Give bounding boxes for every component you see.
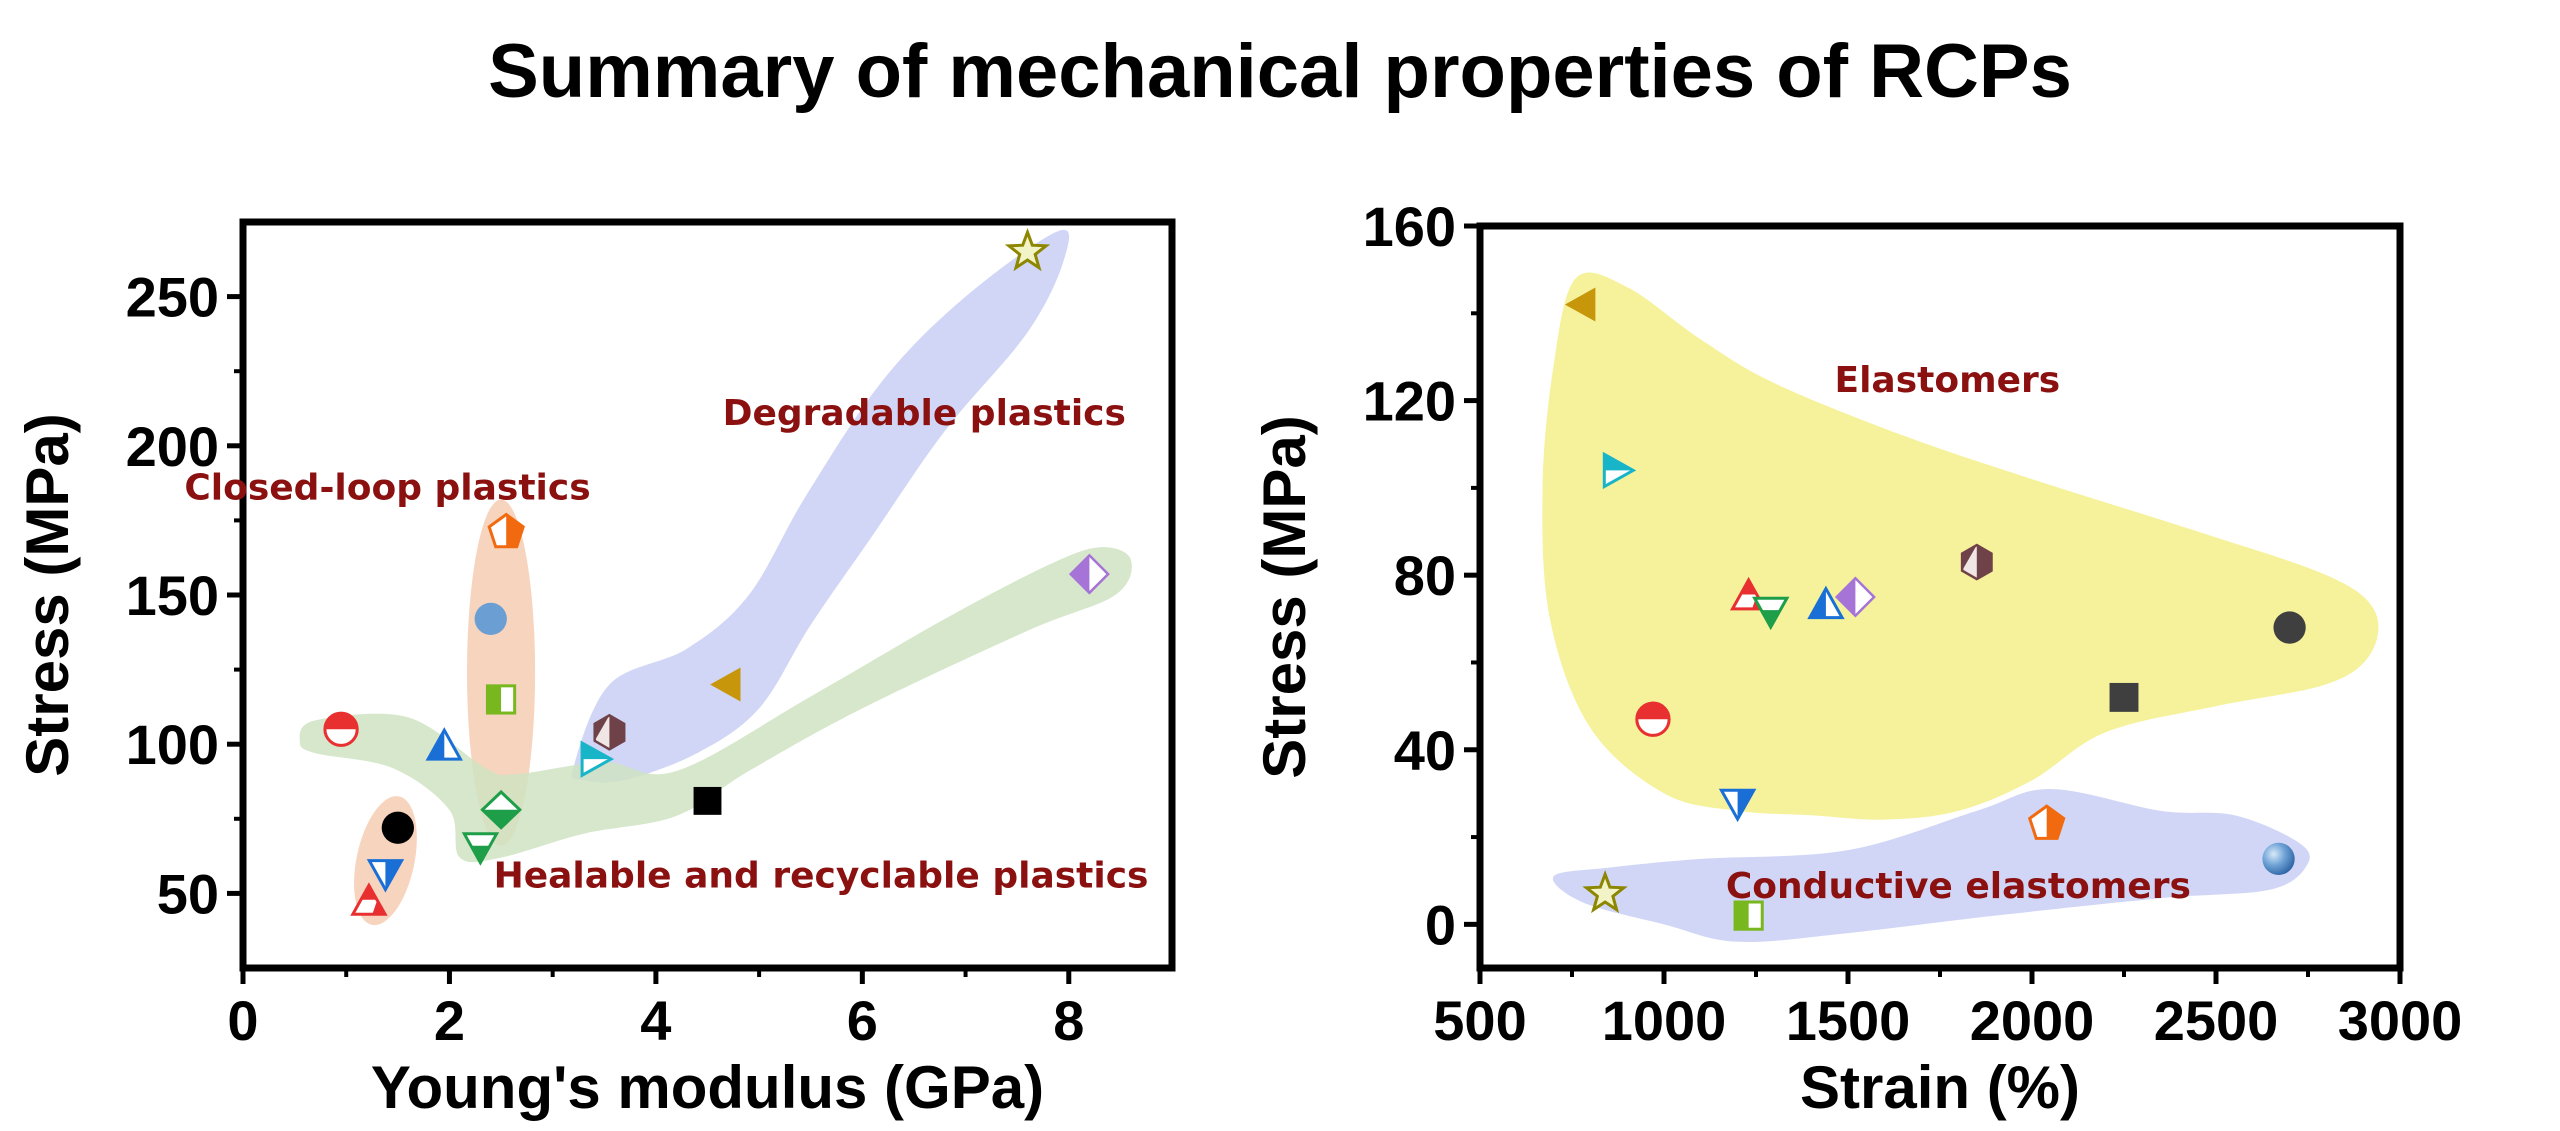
y-tick-label: 150 bbox=[126, 564, 219, 627]
data-point-circle-red-half bbox=[323, 711, 359, 747]
data-point-tri-up-blue-half bbox=[1807, 585, 1845, 620]
x-tick-label: 6 bbox=[847, 989, 878, 1052]
x-tick-label: 3000 bbox=[2338, 989, 2463, 1052]
data-point-square-green-half bbox=[1733, 900, 1764, 931]
data-point-pent-orange bbox=[2027, 804, 2066, 840]
y-tick-label: 40 bbox=[1394, 719, 1456, 782]
region-label: Elastomers bbox=[1835, 360, 2061, 401]
data-point-tri-right-cyan bbox=[580, 740, 615, 778]
y-tick-label: 120 bbox=[1363, 370, 1456, 433]
data-point-hex-brown bbox=[593, 713, 626, 751]
x-tick-label: 1500 bbox=[1786, 989, 1911, 1052]
x-axis-title: Strain (%) bbox=[1800, 1054, 2080, 1121]
x-tick-label: 500 bbox=[1433, 989, 1526, 1052]
x-axis-title: Young's modulus (GPa) bbox=[371, 1054, 1044, 1121]
data-point-star-olive bbox=[1004, 227, 1051, 272]
x-tick-label: 1000 bbox=[1602, 989, 1727, 1052]
data-point-tri-left-gold bbox=[710, 667, 741, 702]
left-chart: 0 2 4 6 8 50 100 150 200 250 Young's modulus (GPa)… bbox=[14, 218, 1176, 1121]
data-point-tri-down-green-half bbox=[461, 832, 500, 866]
region-label: Conductive elastomers bbox=[1726, 866, 2191, 907]
region-degradable bbox=[571, 229, 1070, 783]
y-tick-label: 200 bbox=[126, 415, 219, 478]
y-axis-title: Stress (MPa) bbox=[14, 413, 81, 776]
data-point-diamond-purple bbox=[1068, 553, 1110, 595]
data-point-diamond-green-half bbox=[480, 789, 522, 830]
region-healable bbox=[299, 547, 1132, 863]
y-axis-title: Stress (MPa) bbox=[1251, 415, 1318, 778]
data-point-hex-brown bbox=[1960, 543, 1993, 581]
x-tick-label: 8 bbox=[1053, 989, 1084, 1052]
data-point-star-olive bbox=[1582, 869, 1628, 914]
data-point-diamond-purple bbox=[1834, 576, 1876, 618]
data-point-circle-blue bbox=[474, 602, 507, 636]
data-point-sphere-blue bbox=[2262, 842, 2295, 876]
data-point-circle-black bbox=[381, 811, 414, 844]
chart-title: Summary of mechanical properties of RCPs bbox=[488, 29, 2072, 114]
data-point-tri-up-blue-half bbox=[425, 727, 463, 761]
region-layer bbox=[299, 229, 1132, 926]
data-point-tri-down-green-half bbox=[1752, 596, 1790, 631]
region-label: Degradable plastics bbox=[723, 393, 1126, 434]
y-tick-label: 80 bbox=[1394, 544, 1456, 607]
region-elastomers bbox=[1542, 272, 2379, 820]
region-closed-loop bbox=[466, 499, 536, 846]
region-label: Closed-loop plastics bbox=[184, 468, 590, 509]
y-tick-label: 0 bbox=[1425, 893, 1456, 956]
y-tick-label: 100 bbox=[126, 713, 219, 776]
region-label: Healable and recyclable plastics bbox=[494, 855, 1149, 896]
data-point-square-darkgray bbox=[2109, 682, 2139, 712]
data-point-tri-up-red-half bbox=[350, 882, 388, 916]
x-tick-label: 2 bbox=[434, 989, 465, 1052]
y-tick-label: 50 bbox=[157, 862, 219, 925]
data-point-tri-left-gold bbox=[1564, 287, 1596, 322]
data-point-square-black bbox=[693, 786, 722, 815]
x-tick-label: 0 bbox=[227, 989, 258, 1052]
data-point-tri-down-blue-half bbox=[1718, 788, 1757, 823]
y-tick-label: 160 bbox=[1363, 195, 1456, 258]
data-point-pent-orange bbox=[487, 512, 525, 549]
data-point-tri-right-cyan bbox=[1602, 451, 1637, 490]
data-point-square-green-half bbox=[485, 684, 517, 715]
data-point-tri-down-blue-half bbox=[366, 859, 405, 893]
x-tick-label: 4 bbox=[640, 989, 671, 1052]
x-tick-label: 2000 bbox=[1970, 989, 2095, 1052]
data-point-circle-red-half bbox=[1635, 701, 1671, 737]
data-point-circle-darkgray bbox=[2273, 611, 2306, 644]
x-tick-label: 2500 bbox=[2154, 989, 2279, 1052]
y-tick-label: 250 bbox=[126, 266, 219, 329]
right-chart: 500 1000 1500 2000 2500 3000 0 40 80 120 160 Strain… bbox=[1251, 195, 2462, 1121]
